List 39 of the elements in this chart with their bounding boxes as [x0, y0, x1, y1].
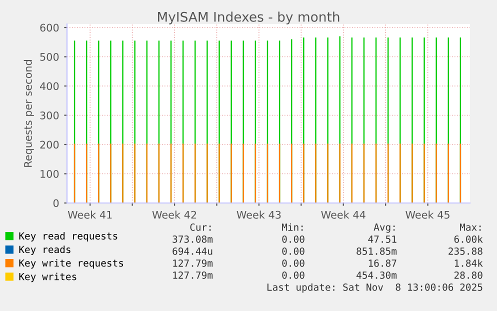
text: Last update: Sat Nov 8 13:00:06 2025: [267, 283, 482, 293]
text: 127.79m: [173, 271, 213, 279]
y-tick-label: 300: [40, 111, 59, 120]
text: 235.88: [448, 247, 482, 255]
x-tick-label: Week 41: [68, 210, 112, 219]
y-tick-label: 100: [40, 170, 59, 178]
y-tick-label: 500: [40, 52, 59, 61]
text: Min:: [282, 223, 303, 231]
text: 0.00: [282, 247, 304, 255]
x-tick-label: Week 44: [321, 210, 366, 219]
text: 47.51: [368, 236, 396, 243]
y-tick-label: 600: [40, 24, 59, 32]
y-tick-label: 0: [53, 199, 59, 208]
legend-label: Key write requests: [19, 259, 124, 269]
text: Cur:: [190, 223, 211, 231]
text: 1.84k: [454, 259, 483, 267]
y-tick-label: 200: [40, 140, 59, 149]
chart-title: MyISAM Indexes - by month: [158, 12, 340, 24]
text: 373.08m: [172, 235, 213, 243]
text: 0.00: [282, 271, 304, 279]
y-tick-label: 400: [40, 82, 59, 90]
text: Avg:: [374, 224, 395, 233]
x-tick-label: Week 42: [152, 210, 196, 219]
text: 0.00: [282, 259, 304, 267]
x-tick-label: Week 43: [236, 210, 281, 219]
legend-label: Key reads: [19, 246, 70, 256]
text: 694.44u: [172, 247, 212, 255]
text: 6.00k: [454, 235, 483, 243]
text: Max:: [460, 224, 481, 231]
legend-label: Key read requests: [19, 232, 118, 242]
text: 851.85m: [356, 247, 397, 255]
text: 28.80: [454, 271, 482, 279]
legend-label: Key writes: [19, 272, 76, 282]
x-tick-label: Week 45: [406, 210, 450, 219]
text: 127.79m: [173, 259, 213, 267]
text: 0.00: [282, 235, 304, 243]
text: 454.30m: [356, 271, 397, 279]
text: 16.87: [368, 259, 396, 267]
y-axis-title: Requests per second: [24, 60, 34, 167]
